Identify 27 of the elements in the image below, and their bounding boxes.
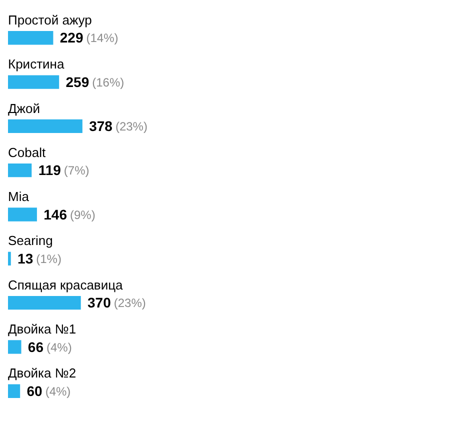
y-tick-label: Простой ажур xyxy=(8,12,92,28)
y-tick-label: Mia xyxy=(8,189,30,204)
bar xyxy=(8,208,37,222)
y-tick-label: Кристина xyxy=(8,56,65,72)
bar xyxy=(8,164,32,178)
y-tick-label: Searing xyxy=(8,233,53,248)
data-label: 119 (7%) xyxy=(38,162,90,178)
bar xyxy=(8,340,22,354)
bar xyxy=(8,119,82,134)
y-tick-label: Джой xyxy=(8,100,40,116)
data-label: 229 (14%) xyxy=(60,30,118,46)
data-label: 66 (4%) xyxy=(28,338,72,355)
y-tick-label: Спящая красавица xyxy=(8,277,124,292)
data-label: 60 (4%) xyxy=(26,382,71,399)
data-label: 259 (16%) xyxy=(66,74,124,90)
data-label: 378 (23%) xyxy=(89,118,148,134)
y-tick-label: Двойка №1 xyxy=(8,322,76,337)
bar xyxy=(8,296,81,310)
bar xyxy=(8,252,11,266)
bar xyxy=(8,31,54,45)
bar xyxy=(8,75,60,89)
y-tick-label: Cobalt xyxy=(8,144,46,160)
data-label: 13 (1%) xyxy=(18,250,62,267)
y-tick-label: Двойка №2 xyxy=(8,366,76,381)
data-label: 370 (23%) xyxy=(88,294,146,311)
data-label: 146 (9%) xyxy=(44,206,96,222)
bar xyxy=(8,384,20,398)
